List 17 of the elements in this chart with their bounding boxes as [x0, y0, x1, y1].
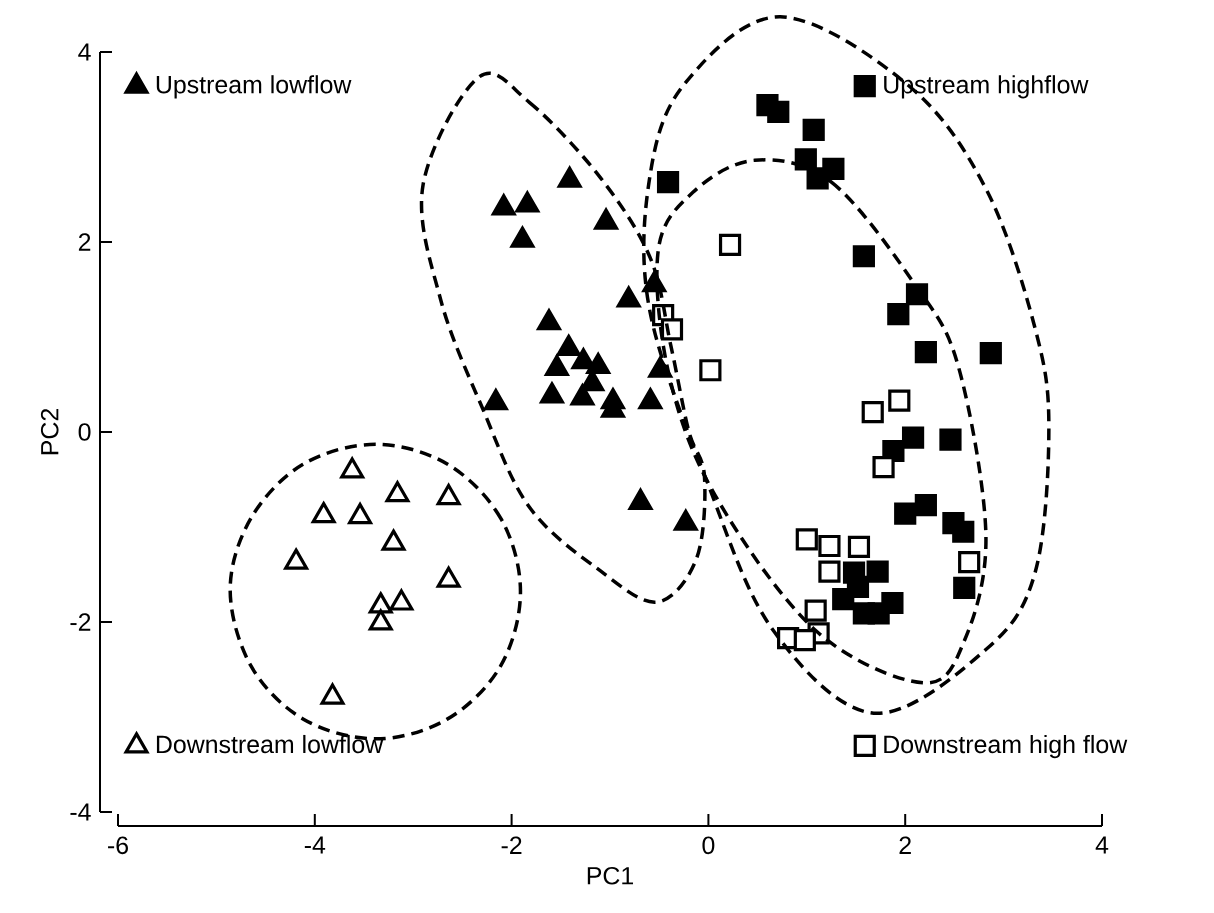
y-tick-label: 2	[78, 233, 91, 251]
legend-label: Upstream highflow	[884, 75, 1089, 99]
x-tick-label: -6	[108, 836, 128, 855]
x-axis-title: PC1	[587, 866, 634, 885]
x-tick-label: 2	[899, 836, 911, 854]
x-tick-label: -4	[304, 836, 326, 854]
legend-label: Downstream lowflow	[156, 734, 384, 754]
y-tick-label: -4	[70, 803, 91, 821]
y-tick-label: -2	[70, 613, 91, 631]
x-tick-label: 4	[1095, 836, 1109, 854]
y-tick-label: 0	[78, 423, 91, 441]
y-axis-title: PC2	[40, 409, 59, 455]
legend-label: Downstream high flow	[884, 734, 1128, 759]
legend-label: Upstream lowflow	[156, 75, 352, 99]
y-tick-label: 4	[78, 43, 91, 61]
x-tick-label: 0	[702, 836, 715, 855]
x-tick-label: -2	[501, 836, 522, 854]
